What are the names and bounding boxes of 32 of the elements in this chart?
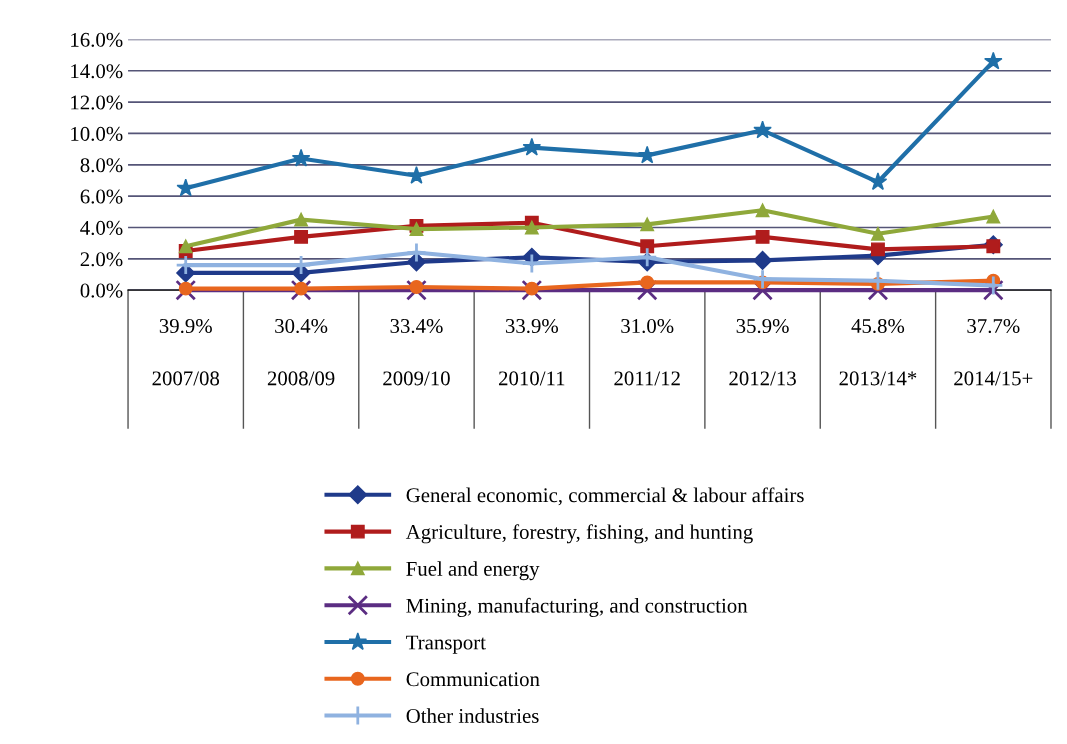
y-tick-label: 2.0%	[80, 252, 123, 267]
text: 35.9%	[736, 318, 789, 334]
legend-label: Agriculture, forestry, fishing, and hunting	[405, 524, 753, 544]
legend-label: Communication	[406, 672, 540, 687]
legend-label: Other industries	[406, 708, 539, 723]
text: 45.8%	[851, 318, 905, 334]
y-tick-label: 10.0%	[71, 126, 123, 141]
x-tick-label: 2014/15+	[954, 371, 1033, 386]
y-tick-label: 0.0%	[80, 283, 123, 298]
legend-label: Transport	[406, 635, 486, 654]
x-tick-label: 2013/14*	[839, 371, 917, 386]
y-tick-label: 12.0%	[71, 95, 123, 110]
legend-label: Fuel and energy	[406, 561, 540, 581]
y-tick-label: 6.0%	[80, 189, 123, 204]
text: 37.7%	[967, 318, 1020, 334]
text: 33.4%	[390, 318, 443, 334]
legend-label: General economic, commercial & labour affairs	[406, 487, 804, 506]
x-tick-label: 2010/11	[498, 371, 565, 386]
y-tick-label: 8.0%	[80, 158, 123, 173]
x-tick-label: 2009/10	[383, 371, 450, 386]
y-tick-label: 14.0%	[71, 64, 123, 79]
text: 33.9%	[505, 318, 559, 334]
text: 30.4%	[275, 318, 328, 334]
x-tick-label: 2011/12	[614, 371, 680, 386]
y-tick-label: 4.0%	[80, 220, 123, 235]
text: 39.9%	[159, 318, 212, 334]
x-tick-label: 2008/09	[267, 371, 335, 386]
text: 31.0%	[621, 318, 674, 334]
x-tick-label: 2007/08	[152, 371, 220, 386]
x-tick-label: 2012/13	[729, 371, 796, 386]
legend-label: Mining, manufacturing, and construction	[406, 597, 748, 618]
y-tick-label: 16.0%	[71, 32, 123, 47]
